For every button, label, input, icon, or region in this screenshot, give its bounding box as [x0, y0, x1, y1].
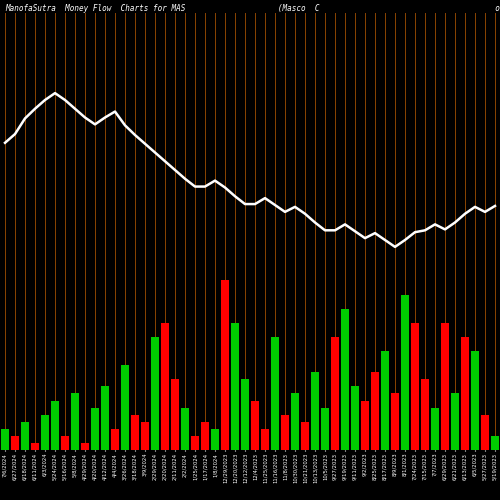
Bar: [251, 400, 259, 450]
Bar: [451, 394, 459, 450]
Bar: [111, 429, 119, 450]
Bar: [81, 443, 89, 450]
Bar: [281, 414, 289, 450]
Bar: [91, 408, 99, 450]
Bar: [391, 394, 399, 450]
Bar: [291, 394, 299, 450]
Bar: [11, 436, 19, 450]
Bar: [71, 394, 79, 450]
Bar: [301, 422, 309, 450]
Bar: [361, 400, 369, 450]
Bar: [131, 414, 139, 450]
Bar: [121, 365, 129, 450]
Bar: [41, 414, 49, 450]
Bar: [171, 380, 179, 450]
Bar: [261, 429, 269, 450]
Bar: [481, 414, 489, 450]
Bar: [31, 443, 39, 450]
Bar: [411, 323, 419, 450]
Bar: [61, 436, 69, 450]
Bar: [401, 294, 409, 450]
Bar: [181, 408, 189, 450]
Bar: [381, 351, 389, 450]
Bar: [231, 323, 239, 450]
Bar: [191, 436, 199, 450]
Text: ManofaSutra  Money Flow  Charts for MAS                    (Masco  C            : ManofaSutra Money Flow Charts for MAS (M…: [5, 4, 500, 13]
Bar: [371, 372, 379, 450]
Bar: [471, 351, 479, 450]
Bar: [321, 408, 329, 450]
Bar: [311, 372, 319, 450]
Bar: [461, 337, 469, 450]
Bar: [201, 422, 209, 450]
Bar: [351, 386, 359, 450]
Bar: [151, 337, 159, 450]
Bar: [421, 380, 429, 450]
Bar: [271, 337, 279, 450]
Bar: [211, 429, 219, 450]
Bar: [221, 280, 229, 450]
Bar: [331, 337, 339, 450]
Bar: [101, 386, 109, 450]
Bar: [141, 422, 149, 450]
Bar: [441, 323, 449, 450]
Bar: [491, 436, 499, 450]
Bar: [431, 408, 439, 450]
Bar: [161, 323, 169, 450]
Bar: [51, 400, 59, 450]
Bar: [341, 308, 349, 450]
Bar: [1, 429, 9, 450]
Bar: [241, 380, 249, 450]
Bar: [21, 422, 29, 450]
